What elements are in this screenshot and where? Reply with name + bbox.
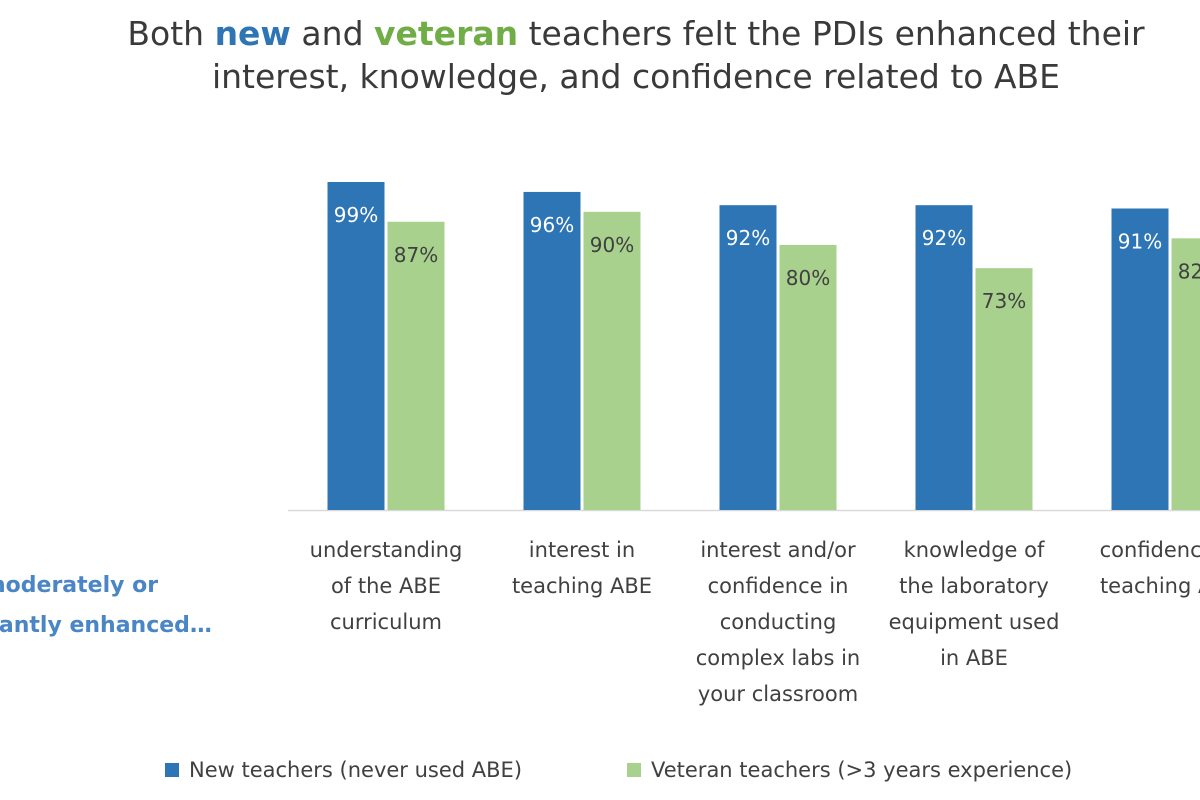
bar-new-1 [327, 182, 385, 510]
bar-veteran-2 [583, 211, 641, 510]
data-label-new-1: 99% [334, 203, 378, 227]
title-part-1: Both [127, 14, 215, 53]
category-label-3: interest and/or confidence in conducting… [695, 538, 861, 706]
data-label-veteran-3: 80% [786, 266, 830, 290]
data-label-new-2: 96% [530, 213, 574, 237]
y-axis-label: …s moderately or …ificantly enhanced… [0, 566, 270, 646]
data-label-new-3: 92% [726, 226, 770, 250]
bar-new-3 [719, 205, 777, 510]
legend-swatch-veteran [627, 763, 641, 777]
data-label-veteran-2: 90% [590, 233, 634, 257]
category-label-2: interest in teaching ABE [511, 538, 653, 598]
category-label-5: confidence in teaching ABE [1099, 538, 1200, 598]
data-label-new-4: 92% [922, 226, 966, 250]
bar-new-2 [523, 191, 581, 510]
bar-veteran-5 [1171, 238, 1200, 510]
title-part-3: teachers felt the PDIs enhanced their [518, 14, 1145, 53]
bar-veteran-1 [387, 221, 445, 510]
data-label-new-5: 91% [1118, 230, 1162, 254]
title-veteran-word: veteran [374, 14, 519, 53]
legend-swatch-new [165, 763, 179, 777]
legend-item-veteran: Veteran teachers (>3 years experience) [627, 752, 1072, 788]
data-label-veteran-4: 73% [982, 289, 1026, 313]
y-axis-label-line-1: …s moderately or [0, 573, 159, 598]
bar-new-4 [915, 205, 973, 510]
category-label-4: knowledge of the laboratory equipment us… [888, 538, 1060, 670]
legend-item-new: New teachers (never used ABE) [165, 752, 522, 788]
y-axis-label-line-2: …ificantly enhanced… [0, 613, 212, 638]
title-line-1: Both new and veteran teachers felt the P… [0, 12, 1200, 55]
title-part-2: and [290, 14, 375, 53]
category-label-1: understanding of the ABE curriculum [309, 538, 463, 634]
data-label-veteran-1: 87% [394, 243, 438, 267]
title-line-2: interest, knowledge, and confidence rela… [211, 57, 1061, 96]
title-new-word: new [214, 14, 291, 53]
bar-veteran-3 [779, 244, 837, 510]
legend: New teachers (never used ABE) Veteran te… [0, 752, 1200, 788]
bar-veteran-4 [975, 268, 1033, 510]
legend-label-new: New teachers (never used ABE) [189, 758, 523, 782]
bar-new-5 [1111, 208, 1169, 510]
legend-label-veteran: Veteran teachers (>3 years experience) [651, 758, 1073, 782]
data-label-veteran-5: 82% [1178, 259, 1200, 283]
chart-title: Both new and veteran teachers felt the P… [0, 12, 1200, 98]
